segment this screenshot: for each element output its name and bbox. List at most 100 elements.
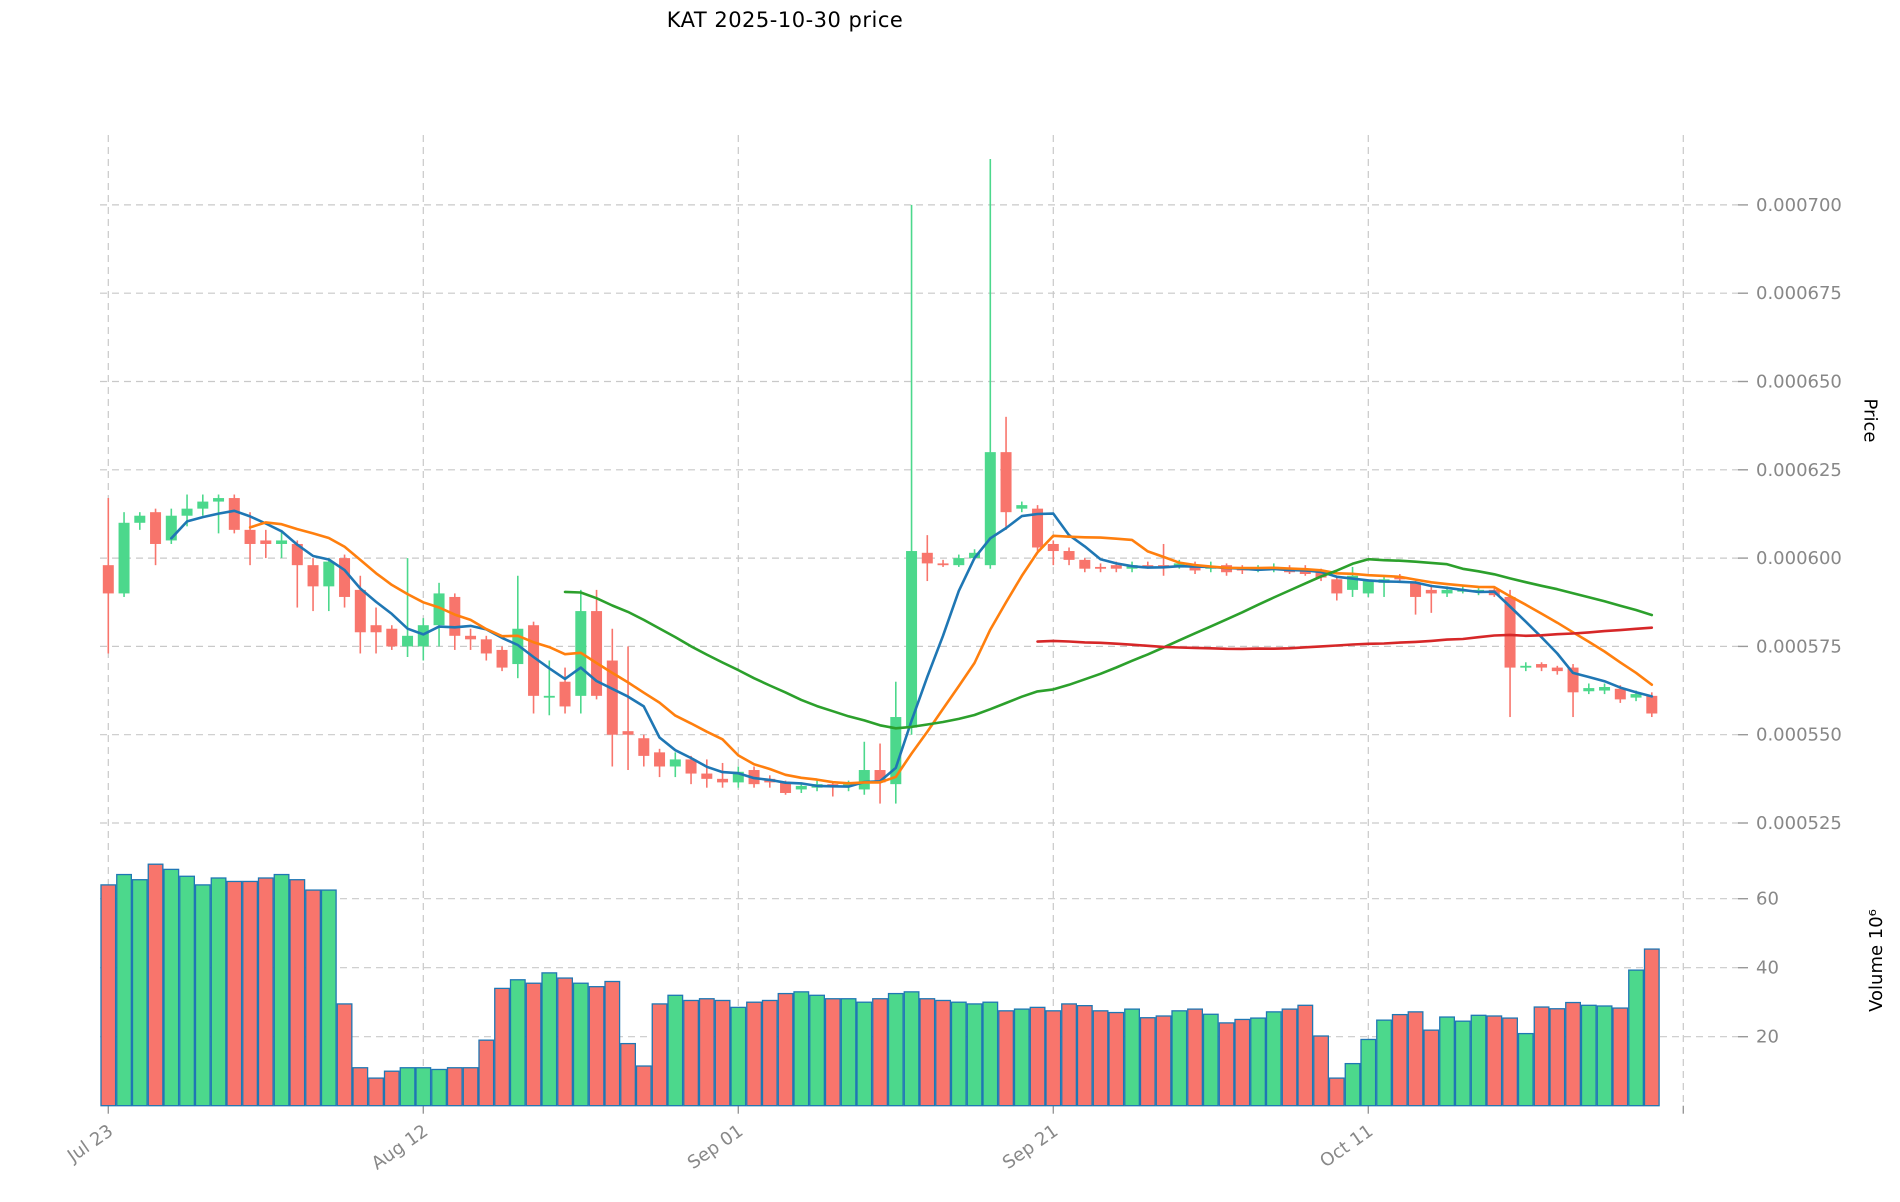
- volume-bar: [541, 972, 558, 1107]
- candle-body: [307, 565, 319, 587]
- volume-tick-label: 20: [1756, 1027, 1779, 1048]
- volume-bar: [1612, 1007, 1629, 1107]
- candle-body: [732, 771, 744, 783]
- volume-bar: [509, 979, 526, 1107]
- volume-bar: [399, 1067, 416, 1107]
- candle-body: [449, 596, 461, 636]
- volume-bar: [1549, 1008, 1566, 1107]
- volume-bar: [1234, 1018, 1251, 1107]
- price-tick-label: 0.000625: [1756, 460, 1842, 481]
- volume-bar: [131, 879, 148, 1107]
- volume-bar: [1328, 1077, 1345, 1107]
- volume-bar: [257, 877, 274, 1107]
- volume-bar: [525, 982, 542, 1107]
- volume-bar: [415, 1067, 432, 1107]
- candle-body: [102, 565, 114, 594]
- candle-body: [1410, 582, 1422, 597]
- candle-body: [1110, 565, 1122, 569]
- candle-body: [244, 529, 256, 544]
- candle-body: [685, 759, 697, 774]
- volume-bar: [273, 873, 290, 1107]
- volume-bar: [698, 998, 715, 1107]
- candle-body: [622, 731, 634, 735]
- volume-bar: [1250, 1017, 1267, 1107]
- volume-bar: [730, 1006, 747, 1107]
- candle-body: [291, 543, 303, 566]
- candle-body: [150, 512, 162, 544]
- candle-body: [953, 558, 965, 566]
- volume-bar: [1187, 1008, 1204, 1107]
- volume-bar: [824, 998, 841, 1107]
- volume-bar: [872, 998, 889, 1107]
- candle-body: [370, 625, 382, 633]
- volume-bar: [950, 1001, 967, 1107]
- candle-body: [654, 752, 666, 767]
- candle-body: [1394, 577, 1406, 580]
- volume-bar: [446, 1067, 463, 1107]
- candle-body: [1142, 565, 1154, 567]
- price-tick-label: 0.000675: [1756, 283, 1842, 304]
- candle-body: [1614, 688, 1626, 700]
- volume-bar: [1565, 1001, 1582, 1107]
- price-tick-label: 0.000600: [1756, 548, 1842, 569]
- candle-body: [780, 782, 792, 793]
- date-tick-label: Aug 12: [368, 1121, 432, 1175]
- volume-bar: [1202, 1013, 1219, 1107]
- volume-bar: [651, 1003, 668, 1107]
- volume-bar: [226, 880, 243, 1107]
- volume-bar: [777, 992, 794, 1107]
- candle-body: [669, 759, 681, 767]
- volume-bar: [494, 987, 511, 1107]
- candle-body: [1362, 581, 1374, 594]
- volume-bar: [1486, 1015, 1503, 1107]
- date-tick-label: Oct 11: [1316, 1121, 1377, 1172]
- volume-bar: [966, 1003, 983, 1107]
- volume-bar: [635, 1065, 652, 1107]
- candle-body: [1095, 566, 1107, 569]
- price-tick-label: 0.000525: [1756, 813, 1842, 834]
- volume-bar: [746, 1001, 763, 1107]
- volume-bar: [856, 1001, 873, 1107]
- volume-bar: [1045, 1010, 1062, 1107]
- candle-body: [354, 589, 366, 633]
- candle-body: [433, 593, 445, 626]
- candle-body: [1599, 687, 1611, 691]
- volume-bar: [667, 994, 684, 1107]
- volume-bar: [1376, 1019, 1393, 1107]
- candle-body: [1047, 543, 1059, 552]
- ma5-line: [170, 509, 1654, 788]
- candle-body: [858, 770, 870, 790]
- candle-body: [276, 540, 288, 544]
- candle-body: [323, 561, 335, 587]
- candle-body: [1000, 452, 1012, 513]
- volume-bar: [210, 877, 227, 1107]
- volume-bar: [1124, 1008, 1141, 1107]
- candle-body: [134, 515, 146, 523]
- candle-body: [260, 540, 272, 544]
- volume-bar: [1013, 1008, 1030, 1107]
- volume-bar: [1061, 1003, 1078, 1107]
- candle-body: [465, 635, 477, 640]
- volume-bar: [1470, 1014, 1487, 1107]
- volume-bar: [1171, 1010, 1188, 1107]
- volume-bar: [242, 880, 259, 1107]
- volume-axis-label: Volume 10⁶: [1866, 909, 1888, 1012]
- volume-bar: [840, 998, 857, 1107]
- volume-bar: [1360, 1038, 1377, 1107]
- volume-bar: [1643, 948, 1660, 1107]
- candle-body: [701, 773, 713, 779]
- candle-body: [1536, 664, 1548, 668]
- candle-body: [386, 628, 398, 647]
- volume-bar: [462, 1067, 479, 1107]
- price-axis-label: Price: [1859, 398, 1881, 443]
- candle-body: [480, 639, 492, 654]
- ma30-line: [563, 557, 1654, 730]
- volume-bar: [793, 991, 810, 1107]
- volume-bar: [1139, 1017, 1156, 1107]
- volume-bar: [714, 999, 731, 1107]
- candle-body: [402, 635, 414, 647]
- candle-body: [1504, 596, 1516, 668]
- volume-bar: [1076, 1005, 1093, 1107]
- volume-bar: [147, 863, 164, 1107]
